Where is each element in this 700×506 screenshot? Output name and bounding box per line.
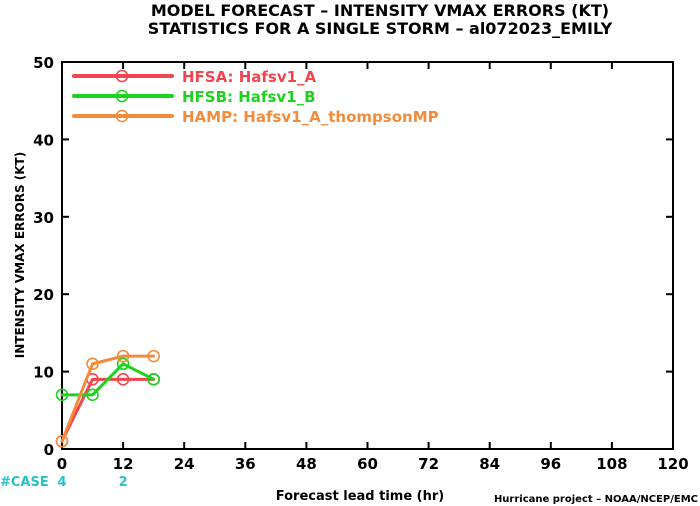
- chart-title-line-1: MODEL FORECAST – INTENSITY VMAX ERRORS (…: [151, 1, 609, 20]
- series-point-2: [55, 434, 69, 448]
- legend-marker-2: [115, 109, 129, 123]
- series-point-2: [86, 357, 99, 371]
- y-tick-label: 50: [33, 54, 54, 72]
- series-point-2: [116, 349, 130, 363]
- legend-label-1: HFSB: Hafsv1_B: [182, 88, 316, 106]
- legend-marker-0: [115, 69, 129, 83]
- series-point-1: [55, 388, 69, 402]
- x-tick-label: 24: [174, 455, 195, 473]
- x-tick-label: 0: [57, 455, 67, 473]
- series-layer: [55, 349, 160, 448]
- series-point-2: [147, 349, 160, 363]
- legend-label-2: HAMP: Hafsv1_A_thompsonMP: [182, 108, 439, 126]
- x-tick-label: 120: [657, 455, 688, 473]
- series-line-1: [60, 362, 156, 397]
- series-point-1: [116, 357, 130, 371]
- y-axis: 0 10 20 30 40 50: [33, 54, 673, 459]
- x-tick-label: 72: [418, 455, 439, 473]
- y-axis-label: INTENSITY VMAX ERRORS (KT): [13, 152, 27, 358]
- x-tick-label: 108: [596, 455, 627, 473]
- x-tick-label: 96: [540, 455, 561, 473]
- y-tick-label: 20: [33, 286, 54, 304]
- legend: HFSA: Hafsv1_A HFSB: Hafsv1_B HAMP: Hafsv1…: [72, 68, 439, 126]
- chart-title-line-2: STATISTICS FOR A SINGLE STORM – al072023…: [148, 19, 613, 38]
- case-count: 2: [119, 475, 128, 490]
- y-tick-label: 10: [33, 364, 54, 382]
- y-tick-label: 40: [33, 131, 54, 149]
- legend-label-0: HFSA: Hafsv1_A: [182, 68, 317, 86]
- x-tick-label: 48: [296, 455, 317, 473]
- y-tick-label: 0: [44, 441, 54, 459]
- y-tick-label: 30: [33, 209, 54, 227]
- x-axis-label: Forecast lead time (hr): [276, 489, 444, 504]
- x-tick-label: 12: [113, 455, 134, 473]
- x-tick-label: 60: [357, 455, 378, 473]
- case-label: #CASE: [0, 475, 49, 490]
- x-tick-label: 36: [235, 455, 256, 473]
- series-point-1: [147, 373, 160, 386]
- x-axis: 0 12 24 36 48 60 72 84 96 108 120: [57, 62, 689, 473]
- credit-text: Hurricane project – NOAA/NCEP/EMC: [494, 494, 698, 505]
- legend-marker-1: [115, 89, 129, 103]
- x-tick-label: 84: [479, 455, 500, 473]
- series-point-0: [116, 373, 130, 386]
- case-count-row: #CASE 4 2: [0, 475, 128, 490]
- series-point-1: [86, 388, 99, 402]
- case-count: 4: [57, 475, 66, 490]
- series-line-2: [60, 354, 156, 443]
